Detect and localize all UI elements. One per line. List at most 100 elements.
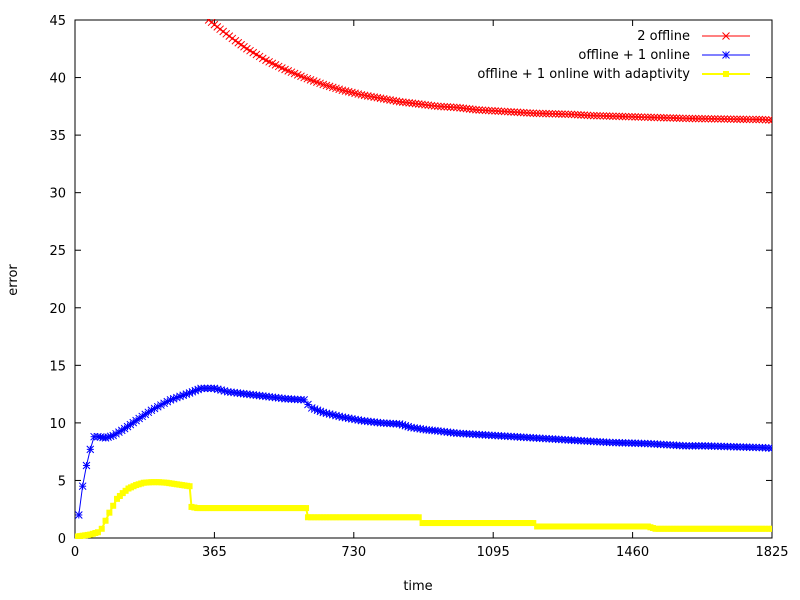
data-point: [559, 523, 566, 530]
legend: 2 offline offline + 1 online offline + 1 o…: [477, 29, 750, 82]
marker-stroke: [523, 109, 531, 117]
data-point: [761, 115, 770, 124]
marker-stroke: [519, 108, 528, 117]
marker-stroke: [297, 72, 305, 81]
data-point: [658, 525, 665, 532]
data-point: [414, 100, 423, 108]
data-point: [680, 525, 687, 532]
x-tick-label: 1460: [616, 545, 649, 560]
marker-stroke: [647, 113, 655, 122]
marker-stroke: [360, 91, 369, 100]
data-point: [745, 115, 754, 124]
legend-swatch-marker: [722, 32, 730, 40]
data-point: [443, 103, 452, 111]
marker-stroke: [395, 97, 404, 106]
data-point: [755, 115, 764, 124]
marker-stroke: [752, 115, 760, 124]
data-point: [425, 520, 432, 527]
data-point: [634, 113, 643, 121]
data-point: [583, 111, 592, 120]
marker-stroke: [583, 111, 592, 120]
data-point: [768, 116, 772, 125]
data-point: [765, 525, 772, 532]
marker-stroke: [231, 36, 240, 45]
marker-stroke: [529, 109, 538, 118]
data-point: [543, 523, 550, 530]
marker-stroke: [249, 48, 258, 57]
data-point: [570, 110, 579, 119]
data-point: [574, 110, 582, 119]
marker-stroke: [367, 92, 375, 101]
legend-label: offline + 1 online with adaptivity: [477, 67, 690, 82]
data-point: [736, 115, 745, 124]
data-point: [605, 112, 614, 120]
marker-stroke: [252, 50, 261, 59]
data-point: [411, 99, 420, 108]
data-point: [360, 91, 369, 100]
data-point: [647, 113, 655, 122]
data-point: [288, 505, 295, 512]
data-point: [373, 93, 382, 102]
data-point: [398, 98, 407, 106]
data-point: [186, 483, 193, 490]
marker-stroke: [609, 112, 617, 121]
data-point: [577, 111, 585, 119]
data-point: [621, 112, 630, 121]
series-offline-1-online: [75, 384, 772, 519]
data-point: [652, 525, 659, 532]
marker-stroke: [761, 115, 770, 124]
data-point: [376, 94, 385, 103]
marker-stroke: [691, 114, 700, 123]
marker-stroke: [281, 65, 289, 74]
data-point: [110, 502, 117, 509]
marker-stroke: [714, 115, 722, 123]
data-point: [392, 97, 401, 106]
marker-stroke: [500, 107, 509, 116]
data-point: [769, 525, 772, 532]
data-point: [530, 520, 537, 527]
marker-stroke: [507, 108, 515, 116]
data-point: [418, 100, 426, 109]
data-point: [667, 525, 674, 532]
marker-stroke: [644, 113, 652, 122]
data-point: [475, 106, 484, 114]
y-tick-label: 10: [49, 417, 66, 432]
marker-stroke: [586, 111, 595, 120]
data-point: [317, 514, 324, 521]
marker-stroke: [484, 106, 493, 115]
marker-stroke: [453, 103, 461, 112]
marker-stroke: [287, 68, 296, 77]
data-point: [701, 114, 710, 123]
data-point: [707, 114, 716, 123]
data-point: [344, 87, 353, 96]
marker-stroke: [548, 109, 557, 118]
marker-stroke: [335, 85, 344, 94]
data-point: [75, 511, 83, 519]
marker-stroke: [602, 112, 611, 120]
data-point: [432, 520, 439, 527]
marker-stroke: [637, 113, 646, 121]
marker-stroke: [755, 115, 764, 124]
marker-stroke: [659, 113, 668, 122]
marker-stroke: [392, 97, 401, 106]
marker-stroke: [710, 115, 719, 123]
data-point: [759, 525, 766, 532]
data-point: [717, 115, 725, 123]
data-point: [640, 113, 649, 122]
marker-stroke: [293, 71, 302, 79]
data-point: [405, 99, 414, 107]
marker-stroke: [418, 100, 426, 109]
marker-stroke: [618, 112, 627, 121]
marker-stroke: [449, 103, 458, 112]
data-point: [494, 107, 503, 115]
marker-stroke: [650, 113, 659, 122]
marker-stroke: [446, 103, 455, 111]
series-line: [78, 387, 772, 516]
data-point: [348, 88, 356, 97]
marker-stroke: [373, 93, 382, 102]
plot-frame: [74, 19, 773, 539]
data-point: [532, 109, 541, 118]
data-point: [98, 525, 105, 532]
data-point: [599, 112, 608, 120]
marker-stroke: [240, 42, 248, 51]
